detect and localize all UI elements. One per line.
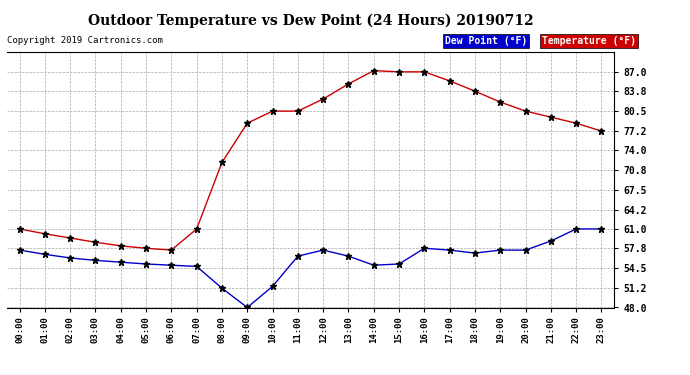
- Text: Temperature (°F): Temperature (°F): [542, 36, 635, 46]
- Text: Outdoor Temperature vs Dew Point (24 Hours) 20190712: Outdoor Temperature vs Dew Point (24 Hou…: [88, 13, 533, 27]
- Text: Copyright 2019 Cartronics.com: Copyright 2019 Cartronics.com: [7, 36, 163, 45]
- Text: Dew Point (°F): Dew Point (°F): [445, 36, 527, 46]
